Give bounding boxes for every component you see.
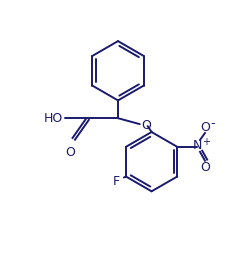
- Text: F: F: [113, 175, 120, 188]
- Text: N: N: [192, 139, 202, 152]
- Text: O: O: [200, 121, 210, 134]
- Text: O: O: [66, 146, 76, 159]
- Text: -: -: [211, 117, 215, 130]
- Text: +: +: [202, 137, 210, 147]
- Text: O: O: [142, 119, 152, 131]
- Text: HO: HO: [43, 112, 63, 125]
- Text: O: O: [200, 161, 210, 174]
